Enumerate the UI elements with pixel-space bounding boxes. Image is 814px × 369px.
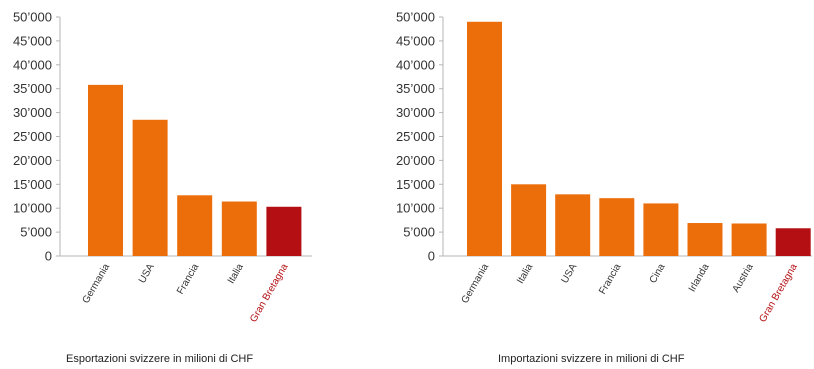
import-y-tick-label: 5’000 (403, 225, 435, 240)
export-bar (88, 84, 123, 256)
import-bar (511, 184, 547, 256)
import-bar (467, 21, 502, 257)
import-category-label: Gran Bretagna (757, 262, 800, 325)
import-bar (643, 203, 679, 256)
import-chart-caption: Importazioni svizzere in milioni di CHF (498, 353, 685, 365)
import-category-label: Irlanda (687, 262, 712, 294)
export-bar (221, 201, 257, 256)
export-y-tick-label: 20’000 (13, 153, 52, 168)
import-category-label: Austria (731, 262, 756, 295)
export-bar (177, 195, 213, 256)
import-y-tick-label: 30’000 (396, 105, 435, 120)
export-chart-caption: Esportazioni svizzere in milioni di CHF (66, 353, 254, 365)
import-y-tick-label: 40’000 (396, 57, 435, 72)
import-y-tick-label: 45’000 (396, 33, 435, 48)
import-bar (775, 228, 811, 256)
export-y-tick-label: 5’000 (20, 225, 52, 240)
import-category-label: Germania (460, 262, 492, 306)
export-y-tick-label: 10’000 (13, 201, 52, 216)
export-bar (266, 206, 302, 256)
export-category-label: Francia (175, 262, 201, 297)
import-bar (599, 198, 635, 256)
export-y-tick-label: 45’000 (13, 33, 52, 48)
import-y-tick-label: 15’000 (396, 177, 435, 192)
import-category-label: Cina (648, 262, 668, 286)
export-category-label: Italia (226, 262, 246, 286)
export-y-tick-label: 0 (45, 249, 52, 264)
import-bar (555, 194, 591, 256)
export-y-tick-label: 30’000 (13, 105, 52, 120)
import-category-label: USA (559, 262, 579, 286)
import-category-label: Italia (515, 262, 535, 286)
export-category-label: USA (137, 262, 157, 286)
import-bar (731, 223, 767, 256)
export-y-tick-label: 15’000 (13, 177, 52, 192)
import-category-label: Francia (597, 262, 623, 297)
export-y-tick-label: 40’000 (13, 57, 52, 72)
export-y-tick-label: 35’000 (13, 81, 52, 96)
export-bar (132, 119, 168, 257)
export-y-tick-label: 25’000 (13, 129, 52, 144)
export-category-label: Germania (81, 262, 113, 306)
import-y-tick-label: 25’000 (396, 129, 435, 144)
export-y-tick-label: 50’000 (13, 10, 52, 25)
import-y-tick-label: 10’000 (396, 201, 435, 216)
import-y-tick-label: 0 (428, 249, 435, 264)
import-y-tick-label: 20’000 (396, 153, 435, 168)
export-category-label: Gran Bretagna (248, 262, 291, 325)
import-bar (687, 223, 723, 256)
import-y-tick-label: 50’000 (396, 10, 435, 25)
import-y-tick-label: 35’000 (396, 81, 435, 96)
